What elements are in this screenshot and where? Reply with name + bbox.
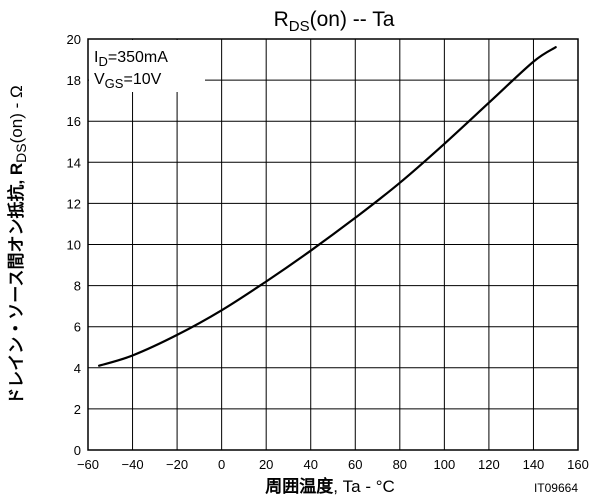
y-tick-label: 6 [74,320,81,335]
x-tick-labels: −60 −40 −20 0 20 40 60 80 100 120 140 160 [77,457,589,472]
figure-code: IT09664 [534,481,578,495]
grid [88,39,578,450]
x-tick-label: −40 [122,457,144,472]
conditions-box [89,40,205,92]
x-tick-label: −20 [166,457,188,472]
y-tick-labels: 0 2 4 6 8 10 12 14 16 18 20 [67,32,81,458]
condition-vgs: VGS=10V [94,71,162,91]
x-tick-label: 40 [303,457,317,472]
y-tick-label: 8 [74,279,81,294]
y-tick-label: 14 [67,155,81,170]
y-tick-label: 12 [67,196,81,211]
x-tick-label: 20 [259,457,273,472]
x-tick-label: 80 [393,457,407,472]
y-axis-label: ドレイン・ソース間オン抵抗, RDS(on) - Ω [6,85,29,404]
x-axis-label: 周囲温度, Ta - °C [265,476,395,496]
y-tick-label: 18 [67,73,81,88]
x-tick-label: −60 [77,457,99,472]
chart-title: RDS(on) -- Ta [274,8,395,35]
series-line [98,46,557,367]
x-tick-label: 0 [218,457,225,472]
y-tick-label: 16 [67,114,81,129]
y-tick-label: 4 [74,361,81,376]
x-tick-label: 160 [567,457,589,472]
condition-id: ID=350mA [94,49,168,69]
x-tick-label: 100 [434,457,456,472]
x-tick-label: 120 [478,457,500,472]
y-tick-label: 2 [74,402,81,417]
y-tick-label: 0 [74,443,81,458]
y-tick-label: 10 [67,238,81,253]
y-tick-label: 20 [67,32,81,47]
x-tick-label: 60 [348,457,362,472]
x-tick-label: 140 [523,457,545,472]
